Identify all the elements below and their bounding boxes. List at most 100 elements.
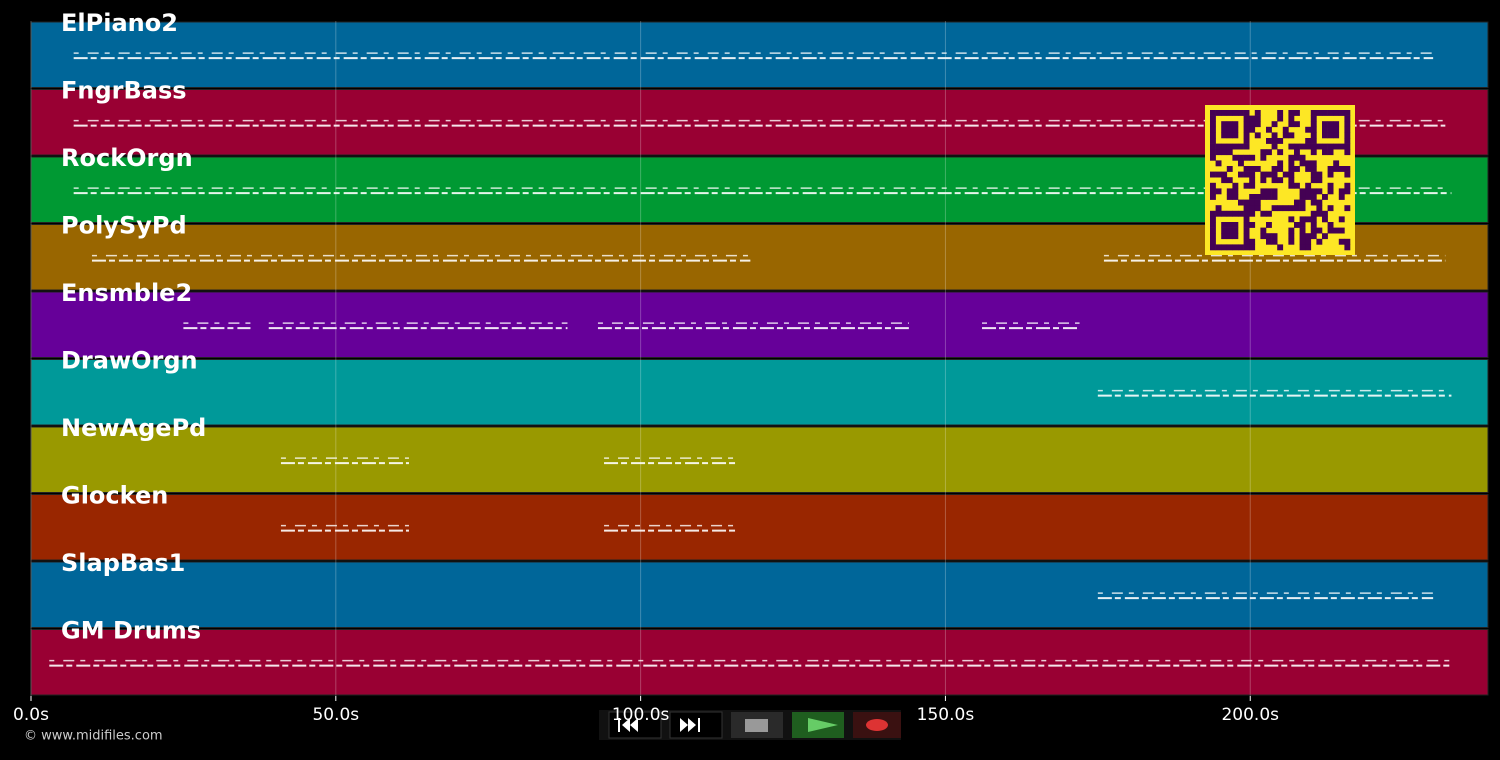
qr-cell: [1333, 227, 1340, 234]
qr-cell: [1210, 233, 1216, 240]
qr-cell: [1215, 110, 1222, 116]
qr-cell: [1271, 233, 1278, 240]
qr-cell: [1305, 138, 1312, 144]
qr-cell: [1210, 216, 1216, 223]
qr-cell: [1260, 177, 1267, 184]
qr-cell: [1305, 238, 1312, 245]
qr-cell: [1277, 138, 1284, 144]
qr-cell: [1322, 216, 1328, 223]
qr-cell: [1215, 205, 1222, 212]
qr-cell: [1271, 166, 1278, 172]
qr-cell: [1327, 132, 1334, 139]
qr-cell: [1238, 171, 1244, 178]
qr-cell: [1338, 110, 1345, 116]
qr-cell: [1210, 244, 1216, 251]
qr-cell: [1305, 166, 1312, 172]
qr-cell: [1266, 149, 1272, 156]
qr-cell: [1294, 166, 1300, 172]
qr-cell: [1221, 227, 1228, 234]
play-button[interactable]: [792, 712, 844, 738]
track-name: NewAgePd: [61, 414, 206, 442]
qr-cell: [1322, 132, 1328, 139]
qr-cell: [1344, 188, 1351, 195]
qr-cell: [1210, 143, 1216, 150]
qr-cell: [1210, 121, 1216, 128]
qr-cell: [1327, 227, 1334, 234]
qr-cell: [1333, 132, 1340, 139]
record-button[interactable]: [853, 712, 901, 738]
qr-cell: [1232, 121, 1239, 128]
qr-cell: [1344, 238, 1351, 245]
qr-cell: [1210, 188, 1216, 195]
qr-cell: [1243, 171, 1250, 178]
qr-cell: [1249, 205, 1256, 212]
qr-cell: [1210, 132, 1216, 139]
qr-cell: [1316, 227, 1323, 234]
stop-button[interactable]: [731, 712, 783, 738]
qr-cell: [1333, 143, 1340, 150]
qr-cell: [1344, 138, 1351, 144]
qr-cell: [1221, 121, 1228, 128]
qr-cell: [1260, 227, 1267, 234]
qr-cell: [1221, 149, 1228, 156]
qr-cell: [1266, 194, 1272, 200]
qr-cell: [1310, 126, 1317, 133]
qr-cell: [1327, 149, 1334, 156]
qr-cell: [1215, 149, 1222, 156]
x-tick-label: 200.0s: [1221, 705, 1279, 725]
qr-cell: [1310, 222, 1317, 228]
qr-cell: [1344, 132, 1351, 139]
qr-cell: [1226, 227, 1233, 234]
qr-cell: [1338, 188, 1345, 195]
qr-cell: [1221, 222, 1228, 228]
qr-cell: [1310, 166, 1317, 172]
qr-cell: [1288, 143, 1295, 150]
qr-cell: [1271, 177, 1278, 184]
qr-cell: [1226, 188, 1233, 195]
qr-cell: [1294, 143, 1300, 150]
qr-cell: [1232, 222, 1239, 228]
rewind-button[interactable]: [608, 711, 662, 739]
forward-button[interactable]: [669, 711, 723, 739]
qr-cell: [1322, 194, 1328, 200]
qr-cell: [1316, 199, 1323, 206]
qr-cell: [1310, 138, 1317, 144]
qr-cell: [1327, 121, 1334, 128]
qr-cell: [1243, 115, 1250, 122]
qr-cell: [1277, 110, 1284, 116]
qr-cell: [1327, 188, 1334, 195]
qr-cell: [1288, 171, 1295, 178]
qr-cell: [1327, 222, 1334, 228]
qr-cell: [1299, 143, 1306, 150]
qr-cell: [1327, 166, 1334, 172]
qr-cell: [1322, 149, 1328, 156]
qr-cell: [1238, 199, 1244, 206]
qr-cell: [1338, 238, 1345, 245]
track-name: Glocken: [61, 482, 168, 510]
qr-cell: [1226, 244, 1233, 251]
qr-cell: [1288, 154, 1295, 161]
qr-cell: [1232, 227, 1239, 234]
qr-cell: [1322, 121, 1328, 128]
qr-cell: [1243, 205, 1250, 212]
qr-cell: [1210, 171, 1216, 178]
qr-cell: [1316, 177, 1323, 184]
qr-cell: [1299, 154, 1306, 161]
qr-cell: [1316, 110, 1323, 116]
qr-cell: [1277, 166, 1284, 172]
qr-cell: [1310, 132, 1317, 139]
qr-cell: [1249, 154, 1256, 161]
qr-cell: [1210, 138, 1216, 144]
qr-cell: [1316, 143, 1323, 150]
qr-cell: [1243, 182, 1250, 189]
qr-cell: [1344, 182, 1351, 189]
track-lane: [30, 629, 1489, 696]
qr-cell: [1243, 233, 1250, 240]
track-name: DrawOrgn: [61, 347, 198, 375]
qr-cell: [1288, 233, 1295, 240]
qr-cell: [1266, 138, 1272, 144]
qr-cell: [1260, 171, 1267, 178]
qr-cell: [1310, 115, 1317, 122]
qr-cell: [1243, 121, 1250, 128]
qr-cell: [1327, 205, 1334, 212]
